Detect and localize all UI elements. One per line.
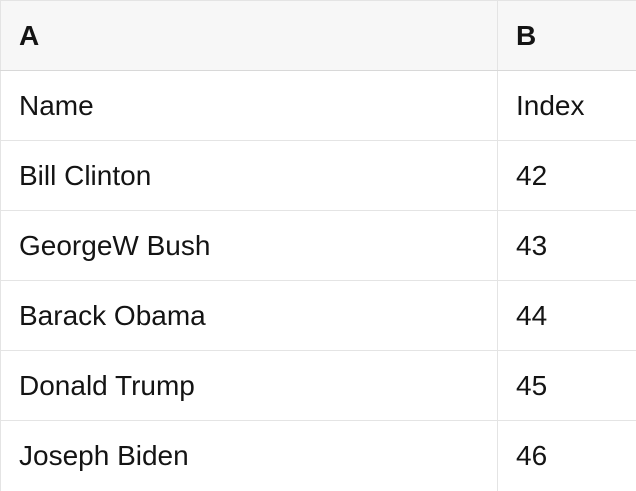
column-header-b[interactable]: B	[498, 1, 636, 71]
column-header-row: A B	[1, 1, 636, 71]
cell-a5[interactable]: Donald Trump	[1, 351, 498, 421]
cell-a2[interactable]: Bill Clinton	[1, 141, 498, 211]
cell-b1[interactable]: Index	[498, 71, 636, 141]
table-row: Barack Obama 44	[1, 281, 636, 351]
table-row: Bill Clinton 42	[1, 141, 636, 211]
table-row: GeorgeW Bush 43	[1, 211, 636, 281]
cell-b2[interactable]: 42	[498, 141, 636, 211]
column-header-a[interactable]: A	[1, 1, 498, 71]
cell-b3[interactable]: 43	[498, 211, 636, 281]
table-row: Donald Trump 45	[1, 351, 636, 421]
cell-a4[interactable]: Barack Obama	[1, 281, 498, 351]
table-row: Joseph Biden 46	[1, 421, 636, 491]
cell-a3[interactable]: GeorgeW Bush	[1, 211, 498, 281]
cell-b5[interactable]: 45	[498, 351, 636, 421]
cell-a6[interactable]: Joseph Biden	[1, 421, 498, 491]
cell-b4[interactable]: 44	[498, 281, 636, 351]
table-row: Name Index	[1, 71, 636, 141]
cell-a1[interactable]: Name	[1, 71, 498, 141]
cell-b6[interactable]: 46	[498, 421, 636, 491]
